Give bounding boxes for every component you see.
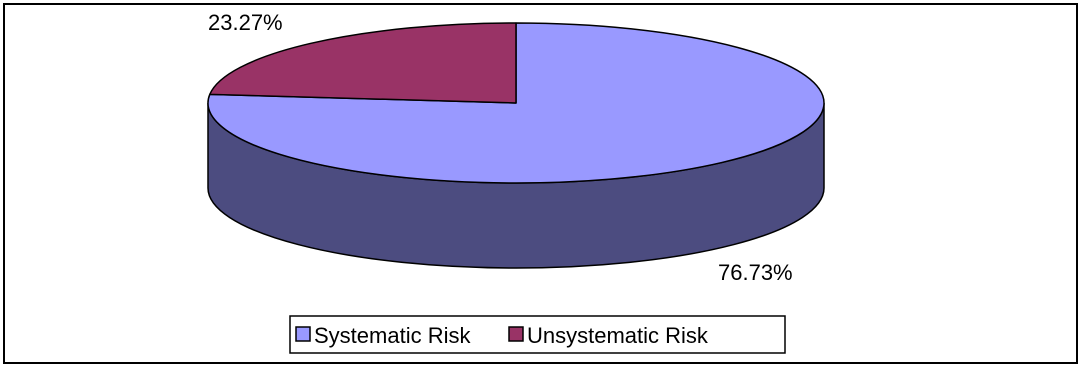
legend-frame [289, 315, 786, 354]
legend-label-unsystematic-risk: Unsystematic Risk [527, 323, 709, 348]
data-label-systematic-risk: 76.73% [718, 260, 793, 285]
legend: Systematic Risk Unsystematic Risk [289, 315, 786, 354]
legend-swatch-systematic-risk [295, 326, 311, 342]
data-label-unsystematic-risk: 23.27% [208, 10, 283, 35]
legend-swatch-unsystematic-risk [508, 326, 524, 342]
pie-slice-unsystematic-risk [209, 22, 517, 104]
pie-top [207, 22, 825, 184]
legend-label-systematic-risk: Systematic Risk [314, 323, 471, 348]
